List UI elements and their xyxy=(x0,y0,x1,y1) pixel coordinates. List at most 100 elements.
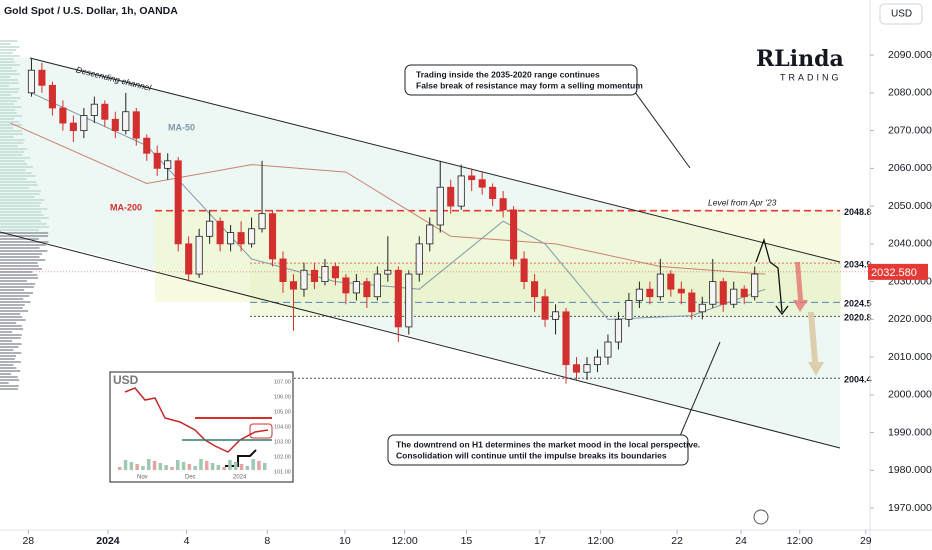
inset-y-label: 101.00 xyxy=(274,469,291,475)
y-tick-label: 2090.000 xyxy=(888,49,932,61)
inset-volume xyxy=(187,464,192,470)
last-price-tag xyxy=(868,263,928,280)
currency-button[interactable] xyxy=(879,3,923,25)
candle-body xyxy=(206,220,214,237)
y-tick-label: 2050.000 xyxy=(888,200,932,212)
profile-bar xyxy=(0,205,40,207)
currency[interactable]: USD xyxy=(891,9,912,20)
profile-bar xyxy=(0,298,24,300)
candle-body xyxy=(667,273,675,290)
inset-volume xyxy=(263,463,267,470)
profile-bar xyxy=(0,160,25,162)
replay-icon[interactable] xyxy=(753,509,769,525)
x-tick-label: 8 xyxy=(264,535,270,547)
profile-bar xyxy=(0,67,13,69)
y-tick-label: 2040.000 xyxy=(888,238,932,250)
inset-box xyxy=(249,423,273,439)
x-tick-label: 28 xyxy=(22,535,34,547)
profile-bar xyxy=(0,139,25,141)
note-text: Consolidation will continue until the im… xyxy=(396,450,667,460)
candle-body xyxy=(195,235,203,275)
candle-body xyxy=(677,288,685,294)
y-tick-label: 2080.000 xyxy=(888,87,932,99)
logo-sub: TRADING xyxy=(780,72,842,82)
inset-y-label: 104.00 xyxy=(274,424,291,430)
profile-bar xyxy=(0,157,31,159)
profile-bar xyxy=(0,184,38,186)
inset: USD 103.09 107.00 106.00 105.00 104.00 103.0… xyxy=(109,371,294,483)
profile-bar xyxy=(0,178,27,180)
level-label: 2020.8 xyxy=(844,313,872,323)
profile-bar xyxy=(0,286,34,288)
moving-average xyxy=(10,122,766,275)
candle-body xyxy=(646,288,654,298)
candle-body xyxy=(688,292,696,313)
level-label: 2024.5 xyxy=(844,299,872,309)
inset-volume xyxy=(251,459,255,470)
candle-body xyxy=(520,258,528,283)
inset-volume xyxy=(234,462,238,470)
moving-average xyxy=(31,92,766,320)
candle-body xyxy=(27,69,35,94)
candle-body xyxy=(321,266,329,283)
candle-body xyxy=(258,213,266,230)
profile-bar xyxy=(0,280,27,282)
candle-body xyxy=(300,269,308,290)
candle-body xyxy=(468,175,476,181)
candle-body xyxy=(132,111,140,139)
candle-body xyxy=(185,243,193,275)
inset-badge: 103.09 xyxy=(273,430,292,436)
profile-bar xyxy=(0,220,41,222)
candle-body xyxy=(698,303,706,313)
profile-bar xyxy=(0,334,22,336)
profile-bar xyxy=(0,187,30,189)
inset-volume xyxy=(257,461,261,470)
candle-body xyxy=(709,281,717,305)
profile-bar xyxy=(0,43,11,45)
candle-body xyxy=(499,198,507,211)
profile-bar xyxy=(0,385,19,387)
profile-bar xyxy=(0,196,35,198)
candle-body xyxy=(415,243,423,275)
profile-bar xyxy=(0,259,46,261)
profile-bar xyxy=(0,88,20,90)
candle-body xyxy=(342,277,350,294)
profile-bar xyxy=(0,316,23,318)
candle-body xyxy=(635,288,643,301)
inset-volume xyxy=(199,459,203,470)
candle-body xyxy=(572,364,581,373)
inset-volume xyxy=(228,460,232,470)
profile-bar xyxy=(0,82,19,84)
profile-bar xyxy=(0,40,18,42)
y-tick-label: 2020.000 xyxy=(888,313,932,325)
profile-bar xyxy=(0,373,12,375)
profile-bar xyxy=(0,364,14,366)
y-tick-label: 2000.000 xyxy=(888,389,932,401)
profile-bar xyxy=(0,307,23,309)
candle-body xyxy=(426,224,434,245)
profile-bar xyxy=(0,217,49,219)
profile-bar xyxy=(0,112,17,114)
logo: RLinda xyxy=(756,46,844,72)
profile-bar xyxy=(0,232,49,234)
profile-bar xyxy=(0,247,40,249)
inset-volume xyxy=(141,466,145,470)
profile-bar xyxy=(0,145,18,147)
candle-body xyxy=(80,115,88,132)
y-tick-label: 2070.000 xyxy=(888,124,932,136)
inset-path xyxy=(225,449,257,467)
candle-body xyxy=(730,288,738,305)
chart-title: Gold Spot / U.S. Dollar, 1h, OANDA xyxy=(4,5,178,17)
candle-body xyxy=(478,179,486,188)
inset-volume xyxy=(193,466,197,470)
candle-body xyxy=(237,232,245,245)
x-tick-label: 12:00 xyxy=(787,535,813,547)
profile-bar xyxy=(0,100,17,102)
x-tick-label: 12:00 xyxy=(391,535,417,547)
y-tick-label: 2010.000 xyxy=(888,351,932,363)
profile-bar xyxy=(0,358,15,360)
x-tick-label: 2024 xyxy=(96,535,120,547)
candle-body xyxy=(457,175,465,207)
inset-volume xyxy=(181,462,186,470)
